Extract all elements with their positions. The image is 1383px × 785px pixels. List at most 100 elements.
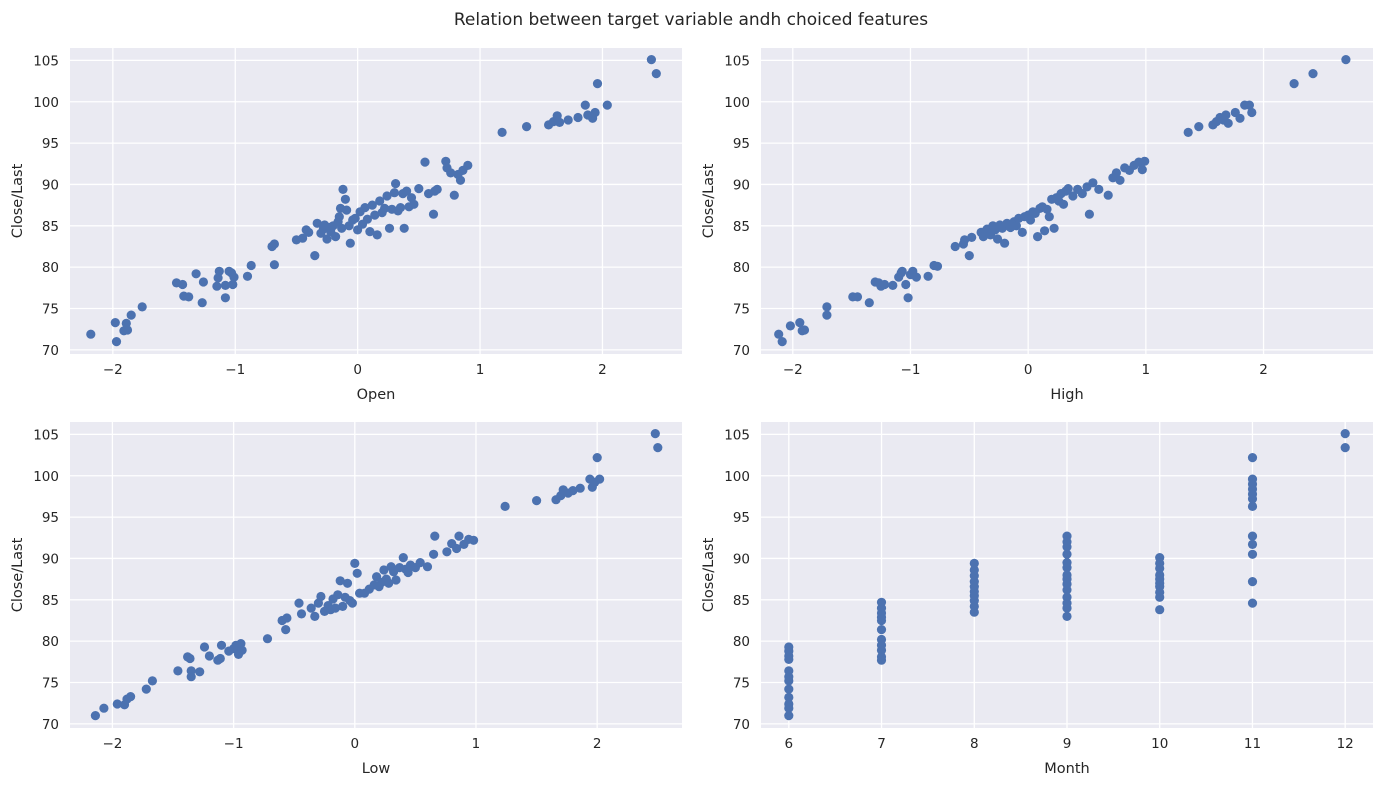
data-point <box>137 302 147 312</box>
data-point <box>367 200 377 210</box>
y-axis-label: Close/Last <box>10 537 26 612</box>
data-point <box>1340 429 1350 439</box>
data-point <box>784 699 794 709</box>
data-point <box>1040 226 1050 236</box>
data-point <box>409 199 419 209</box>
data-point <box>338 184 348 194</box>
data-point <box>316 591 326 602</box>
x-tick-label: 12 <box>1337 736 1354 752</box>
data-point <box>269 260 279 270</box>
data-point <box>90 711 100 721</box>
data-point <box>653 443 663 453</box>
data-point <box>1247 539 1258 550</box>
data-point <box>199 642 210 652</box>
data-point <box>932 261 943 271</box>
data-point <box>923 271 933 281</box>
data-point <box>126 692 136 702</box>
data-point <box>449 190 459 200</box>
y-tick-label: 75 <box>733 676 750 692</box>
data-point <box>452 543 462 554</box>
data-point <box>969 565 979 575</box>
data-point <box>575 483 585 493</box>
data-point <box>282 613 292 623</box>
data-point <box>1194 122 1204 132</box>
y-tick-label: 75 <box>733 302 750 318</box>
data-point <box>384 578 394 588</box>
data-point <box>454 531 464 541</box>
y-tick-label: 80 <box>42 260 59 276</box>
data-point <box>398 553 408 563</box>
y-tick-label: 70 <box>733 717 750 733</box>
data-point <box>590 107 600 118</box>
data-point <box>1062 611 1072 622</box>
data-point <box>345 238 355 248</box>
data-point <box>469 535 479 545</box>
data-point <box>1155 570 1165 580</box>
data-point <box>592 453 602 463</box>
data-point <box>379 565 389 575</box>
data-point <box>978 232 989 242</box>
data-point <box>215 653 225 664</box>
data-point <box>1137 165 1147 175</box>
data-point <box>310 251 320 261</box>
x-axis-label: Low <box>362 761 391 777</box>
data-point <box>1115 175 1125 185</box>
data-point <box>795 318 805 328</box>
data-point <box>1017 227 1027 237</box>
data-point <box>568 486 578 496</box>
x-tick-label: −2 <box>102 736 122 752</box>
scatter-points-low <box>90 429 663 721</box>
data-point <box>430 531 440 541</box>
scatter-points-month <box>784 429 1350 721</box>
y-axis-label: Close/Last <box>701 537 717 612</box>
data-point <box>380 203 390 213</box>
data-point <box>1341 55 1351 65</box>
data-point <box>1049 223 1059 233</box>
y-tick-label: 95 <box>733 510 750 526</box>
x-tick-label: −1 <box>224 736 244 752</box>
data-point <box>122 325 133 335</box>
x-tick-label: 11 <box>1244 736 1261 752</box>
data-point <box>414 184 424 194</box>
data-point <box>1103 190 1113 200</box>
x-tick-label: 1 <box>476 362 485 378</box>
data-point <box>497 127 507 137</box>
data-point <box>242 271 253 281</box>
data-point <box>237 645 247 655</box>
y-tick-label: 90 <box>733 551 750 567</box>
data-point <box>1011 221 1022 231</box>
y-tick-label: 70 <box>42 717 59 733</box>
y-tick-label: 100 <box>33 469 59 485</box>
data-point <box>362 214 372 224</box>
subplot-open: −2 −1 0 1 2 70 75 80 85 90 95 100 105 Open Close/Last <box>10 48 682 403</box>
data-point <box>1247 453 1258 463</box>
data-point <box>294 598 304 608</box>
x-tick-label: 1 <box>472 736 481 752</box>
data-point <box>347 598 357 608</box>
data-point <box>777 337 787 347</box>
data-point <box>1062 549 1072 559</box>
data-point <box>646 55 657 65</box>
data-point <box>262 634 273 644</box>
data-point <box>173 666 183 676</box>
y-tick-label: 100 <box>724 469 750 485</box>
data-point <box>306 603 316 613</box>
data-point <box>372 230 382 240</box>
subplot-low: −2 −1 0 1 2 70 75 80 85 90 95 100 105 Low Close/Last <box>10 422 682 777</box>
x-tick-label: 6 <box>785 736 794 752</box>
data-point <box>220 293 230 303</box>
data-point <box>384 223 395 233</box>
data-point <box>216 640 227 650</box>
y-tick-label: 70 <box>42 343 59 359</box>
data-point <box>964 251 974 261</box>
data-point <box>876 634 887 645</box>
x-tick-label: 8 <box>970 736 979 752</box>
data-point <box>950 241 960 252</box>
data-point <box>178 279 188 290</box>
data-point <box>382 191 392 201</box>
data-point <box>184 292 194 302</box>
data-point <box>420 157 430 167</box>
data-point <box>852 292 863 302</box>
data-point <box>1247 549 1258 559</box>
data-point <box>403 567 413 578</box>
